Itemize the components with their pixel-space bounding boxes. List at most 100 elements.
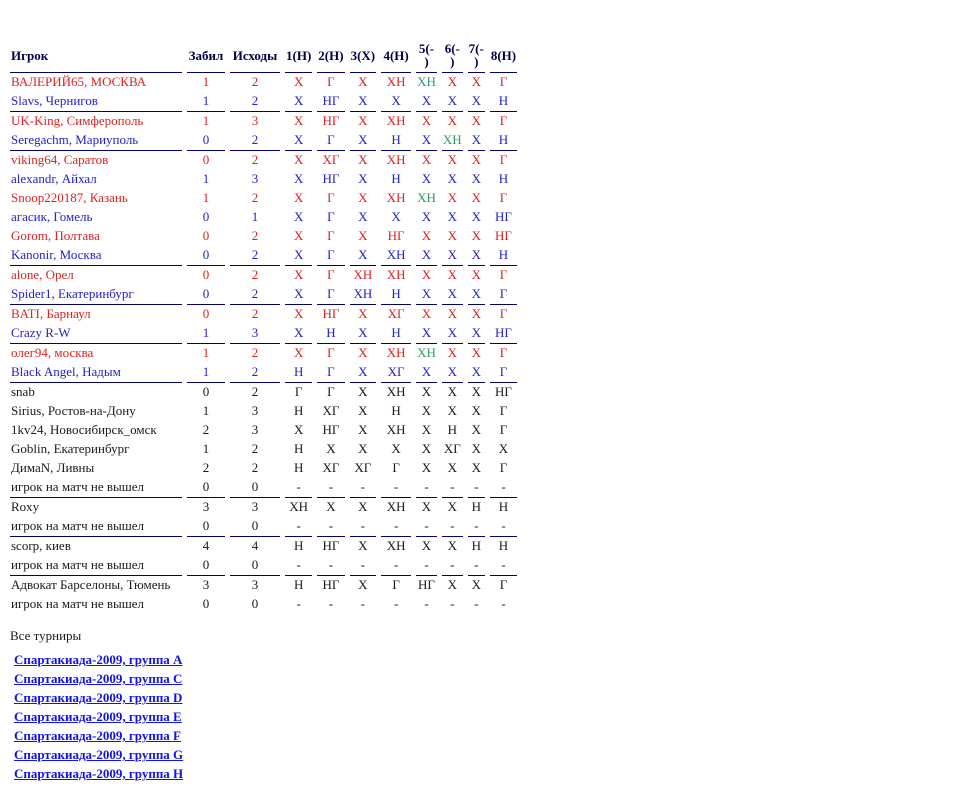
table-row: Адвокат Барселоны, Тюмень 3 3 Н НГ Х Г НГ Х Х Г	[10, 576, 517, 595]
table-row: олег94, москва 1 2 Х Г Х ХН ХН Х Х Г	[10, 344, 517, 363]
player-name: alone, Орел	[11, 267, 74, 282]
player-name: игрок на матч не вышел	[10, 478, 182, 498]
outcomes-value: 1	[251, 209, 259, 224]
result-cell: НГ	[322, 422, 340, 437]
result-cell: Х	[358, 190, 368, 205]
result-cell: -	[441, 517, 463, 537]
result-cell: Х	[421, 499, 432, 514]
result-cell: Х	[416, 363, 437, 383]
result-cell: Х	[447, 345, 457, 360]
scored-value: 0	[187, 131, 225, 151]
column-header-10: 8(Н)	[489, 36, 518, 73]
result-cell: -	[317, 556, 345, 576]
column-header-5: 3(Х)	[349, 36, 377, 73]
result-cell: Х	[471, 209, 481, 224]
result-cell: Х	[358, 345, 368, 360]
result-cell: НГ	[387, 228, 405, 243]
scored-value: 2	[202, 422, 210, 437]
result-cell: -	[416, 517, 437, 537]
tournament-link-0[interactable]: Спартакиада-2009, группа A	[14, 652, 183, 667]
player-name: Snoop220187, Казань	[11, 190, 128, 205]
outcomes-value: 3	[251, 113, 259, 128]
result-cell: Х	[293, 190, 304, 205]
player-name: Spider1, Екатеринбург	[10, 285, 182, 305]
result-cell: Х	[471, 441, 481, 456]
result-cell: Х	[293, 306, 304, 321]
scored-value: 0	[187, 556, 225, 576]
outcomes-value: 2	[251, 74, 259, 89]
result-cell: Х	[441, 285, 463, 305]
result-cell: Х	[471, 74, 481, 89]
result-cell: Г	[317, 363, 345, 383]
player-name: BATI, Барнаул	[11, 306, 91, 321]
result-cell: Х	[349, 131, 377, 151]
column-header-4: 2(Н)	[317, 36, 345, 73]
result-cell: Х	[471, 190, 481, 205]
result-cell: Х	[293, 345, 304, 360]
result-cell: Х	[358, 538, 368, 553]
result-cell: -	[467, 556, 485, 576]
result-cell: Г	[327, 267, 335, 282]
tournament-link-5[interactable]: Спартакиада-2009, группа G	[14, 747, 184, 762]
outcomes-value: 2	[251, 306, 259, 321]
table-row: alexandr, Айхал 1 3 Х НГ Х Н Х Х Х Н	[10, 170, 517, 189]
tournament-link-3[interactable]: Спартакиада-2009, группа E	[14, 709, 182, 724]
player-name: игрок на матч не вышел	[11, 596, 144, 611]
column-header-2: Исходы	[230, 36, 280, 73]
scored-value: 0	[187, 246, 225, 266]
result-cell: Х	[447, 228, 457, 243]
result-cell: Х	[358, 403, 368, 418]
result-cell: Х	[293, 74, 304, 89]
result-cell: Н	[471, 499, 481, 514]
result-cell: -	[489, 478, 518, 498]
result-cell: ХГ	[443, 441, 461, 456]
result-cell: Х	[293, 422, 304, 437]
result-cell: ХГ	[322, 460, 340, 475]
result-cell: Х	[471, 460, 481, 475]
result-cell: ХН	[289, 499, 309, 514]
result-cell: Х	[293, 152, 304, 167]
result-cell: ХН	[417, 345, 436, 360]
result-cell: -	[328, 596, 334, 611]
result-cell: Х	[421, 209, 432, 224]
result-cell: Х	[293, 267, 304, 282]
result-cell: НГ	[322, 306, 340, 321]
table-row: Slavs, Чернигов 1 2 Х НГ Х Х Х Х Х Н	[10, 92, 518, 112]
tournament-link-4[interactable]: Спартакиада-2009, группа F	[14, 728, 182, 743]
table-row: 1kv24, Новосибирск_омск 2 3 Х НГ Х ХН Х Н Х Г	[10, 421, 517, 440]
outcomes-value: 2	[251, 345, 259, 360]
result-cell: Г	[317, 131, 345, 151]
result-cell: Х	[421, 306, 432, 321]
outcomes-value: 2	[230, 285, 280, 305]
outcomes-value: 3	[251, 403, 259, 418]
result-cell: ХН	[386, 113, 406, 128]
outcomes-value: 3	[251, 171, 259, 186]
result-cell: Г	[499, 267, 508, 282]
result-cell: Н	[285, 363, 313, 383]
result-cell: Н	[489, 92, 518, 112]
result-cell: -	[424, 596, 429, 611]
table-row: агасик, Гомель 0 1 Х Г Х Х Х Х Х НГ	[10, 208, 517, 227]
outcomes-value: 0	[230, 478, 280, 498]
table-row: Gorom, Полтава 0 2 Х Г Х НГ Х Х Х НГ	[10, 227, 517, 246]
scored-value: 1	[202, 113, 210, 128]
result-cell: ХН	[386, 538, 406, 553]
result-cell: НГ	[322, 171, 340, 186]
result-cell: Х	[471, 152, 481, 167]
result-cell: Х	[467, 246, 485, 266]
table-row: Seregachm, Мариуполь 0 2 Х Г Х Н Х ХН Х Н	[10, 131, 518, 151]
tournament-link-2[interactable]: Спартакиада-2009, группа D	[14, 690, 183, 705]
result-cell: Х	[467, 324, 485, 344]
result-cell: -	[381, 478, 412, 498]
result-cell: Х	[349, 92, 377, 112]
result-cell: -	[501, 596, 506, 611]
tournament-link-1[interactable]: Спартакиада-2009, группа C	[14, 671, 183, 686]
table-row: BATI, Барнаул 0 2 Х НГ Х ХГ Х Х Х Г	[10, 305, 517, 324]
result-cell: Х	[416, 92, 437, 112]
tournament-link-6[interactable]: Спартакиада-2009, группа H	[14, 766, 184, 781]
result-cell: Г	[327, 384, 335, 399]
result-cell: Х	[447, 460, 457, 475]
result-cell: -	[416, 478, 437, 498]
column-header-7: 5(- )	[416, 36, 437, 73]
column-header-1: Забил	[187, 36, 225, 73]
